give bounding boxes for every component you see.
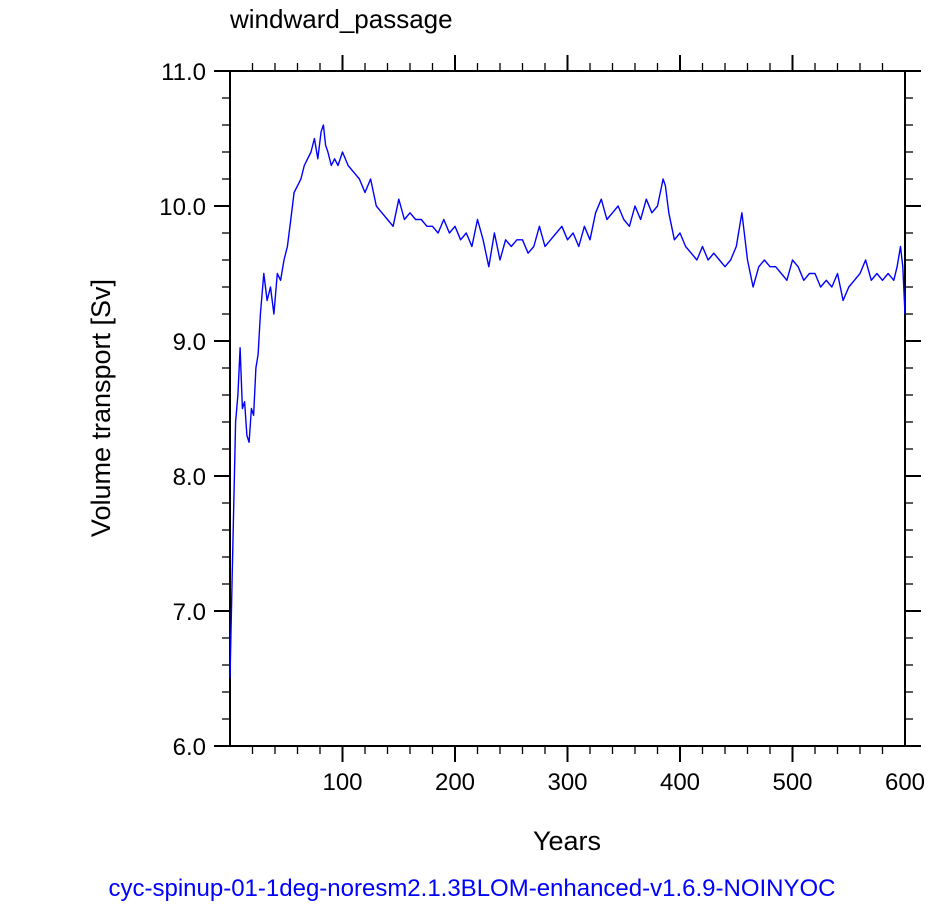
x-axis-label: Years: [533, 826, 601, 856]
y-axis-label: Volume transport [Sv]: [86, 279, 116, 537]
chart-title: windward_passage: [229, 4, 453, 34]
tick-marks: [214, 55, 921, 762]
x-tick-label: 200: [435, 769, 475, 796]
y-tick-label: 10.0: [159, 194, 206, 221]
y-tick-label: 7.0: [173, 599, 206, 626]
x-tick-label: 100: [322, 769, 362, 796]
y-tick-label: 9.0: [173, 329, 206, 356]
y-tick-label: 11.0: [161, 59, 206, 86]
x-tick-label: 500: [772, 769, 812, 796]
tick-labels: 100 200 300 400 500 600 6.0 7.0 8.0 9.0 10.0 11.0: [159, 59, 925, 796]
footer-caption: cyc-spinup-01-1deg-noresm2.1.3BLOM-enhan…: [109, 875, 836, 902]
y-tick-label: 6.0: [173, 734, 206, 761]
x-tick-label: 400: [660, 769, 700, 796]
x-tick-label: 600: [885, 769, 925, 796]
y-tick-label: 8.0: [173, 464, 206, 491]
plot-frame: [229, 70, 906, 747]
x-tick-label: 300: [547, 769, 587, 796]
series-line: [229, 124, 906, 679]
